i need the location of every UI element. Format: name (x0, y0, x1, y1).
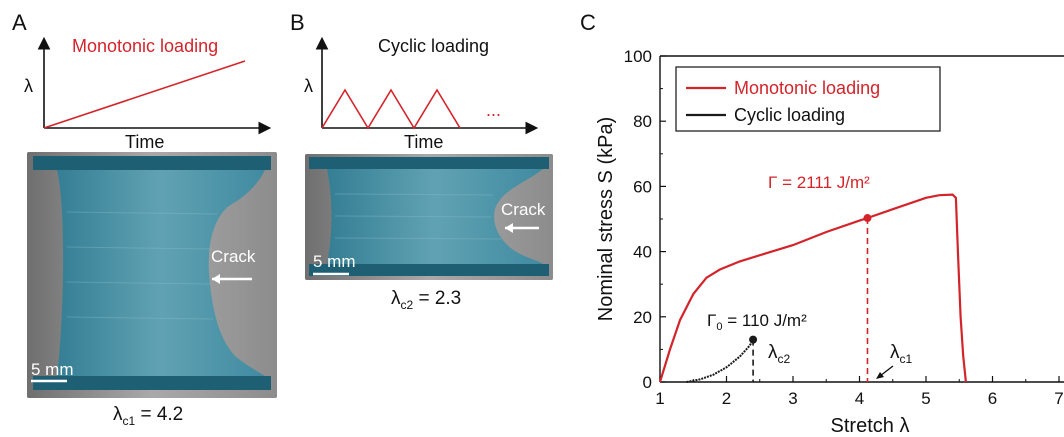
x-tick-label: 3 (788, 389, 797, 408)
caption-value: = 4.2 (135, 404, 184, 425)
cyclic-loading-curve (686, 339, 754, 383)
y-tick-label: 80 (633, 112, 652, 131)
lambda-c2-label: λc2 (768, 342, 791, 366)
y-tick-label: 100 (624, 47, 652, 66)
crack-label: Crack (211, 247, 256, 266)
lambda-axis-symbol: λ (24, 76, 33, 96)
series-lines (658, 193, 967, 383)
monotonic-loading-curve (658, 193, 967, 383)
cyclic-triangle-wave (321, 88, 461, 130)
lambda-axis-symbol: λ (304, 76, 313, 96)
legend-box (675, 66, 941, 132)
y-tick-label: 40 (633, 243, 652, 262)
caption-subscript: c2 (400, 297, 414, 312)
x-tick-label: 2 (722, 389, 731, 408)
scale-bar-label: 5 mm (31, 360, 74, 379)
caption-symbol: λ (113, 404, 123, 425)
monotonic-schematic: Monotonic loading λ Time (24, 36, 272, 152)
x-tick-label: 7 (1054, 389, 1063, 408)
monotonic-ramp-line (43, 60, 246, 129)
hydrogel-sample-cyclic (305, 154, 553, 280)
legend-entry-label: Monotonic loading (734, 78, 880, 98)
lambda-c1-pointer-head (876, 372, 884, 379)
critical-stretch-caption-c1: λc1 = 4.2 (113, 404, 183, 428)
monotonic-title: Monotonic loading (72, 36, 218, 56)
sample-photo-monotonic: Crack 5 mm (27, 152, 277, 398)
y-tick-label: 60 (633, 177, 652, 196)
critical-stretch-caption-c2: λc2 = 2.3 (391, 288, 461, 312)
y-tick-label: 0 (643, 373, 652, 392)
caption-symbol: λ (391, 288, 401, 309)
time-axis-label: Time (404, 132, 443, 152)
cyclic-schematic: Cyclic loading λ Time ... (304, 36, 539, 152)
axis-ticks: 1 2 3 4 5 6 7 0 20 40 60 80 100 Stretch λ Nominal stre… (595, 47, 1064, 437)
x-tick-label: 6 (988, 389, 997, 408)
chart-annotations: Γ = 2111 J/m² Γ0 = 110 J/m² λc2 λc1 (707, 173, 913, 382)
y-axis-label: Nominal stress S (kPa) (595, 117, 617, 322)
y-tick-label: 20 (633, 308, 652, 327)
lambda-c1-pointer-arrow (879, 365, 894, 377)
hydrogel-sample-monotonic (27, 152, 277, 398)
crack-label: Crack (501, 200, 546, 219)
panel-letter-a: A (12, 10, 27, 35)
scale-bar-label: 5 mm (313, 252, 356, 271)
legend-entry-label: Cyclic loading (734, 105, 845, 125)
sample-photo-cyclic: Crack 5 mm (305, 154, 553, 280)
lambda-c1-label: λc1 (890, 342, 913, 366)
time-axis-label: Time (125, 132, 164, 152)
caption-subscript: c1 (122, 413, 136, 428)
cyclic-title: Cyclic loading (378, 36, 489, 56)
x-tick-label: 4 (855, 389, 864, 408)
panel-letter-c: C (580, 10, 596, 35)
chart-legend: Monotonic loading Cyclic loading (675, 66, 941, 132)
caption-value: = 2.3 (413, 288, 462, 309)
x-tick-label: 5 (921, 389, 930, 408)
panel-letter-b: B (290, 10, 305, 35)
x-axis-label: Stretch λ (831, 415, 910, 437)
x-tick-label: 1 (655, 389, 664, 408)
fatigue-threshold-label: Γ0 = 110 J/m² (707, 311, 807, 333)
continuation-ellipsis: ... (486, 100, 501, 120)
fracture-energy-monotonic-label: Γ = 2111 J/m² (768, 173, 870, 192)
